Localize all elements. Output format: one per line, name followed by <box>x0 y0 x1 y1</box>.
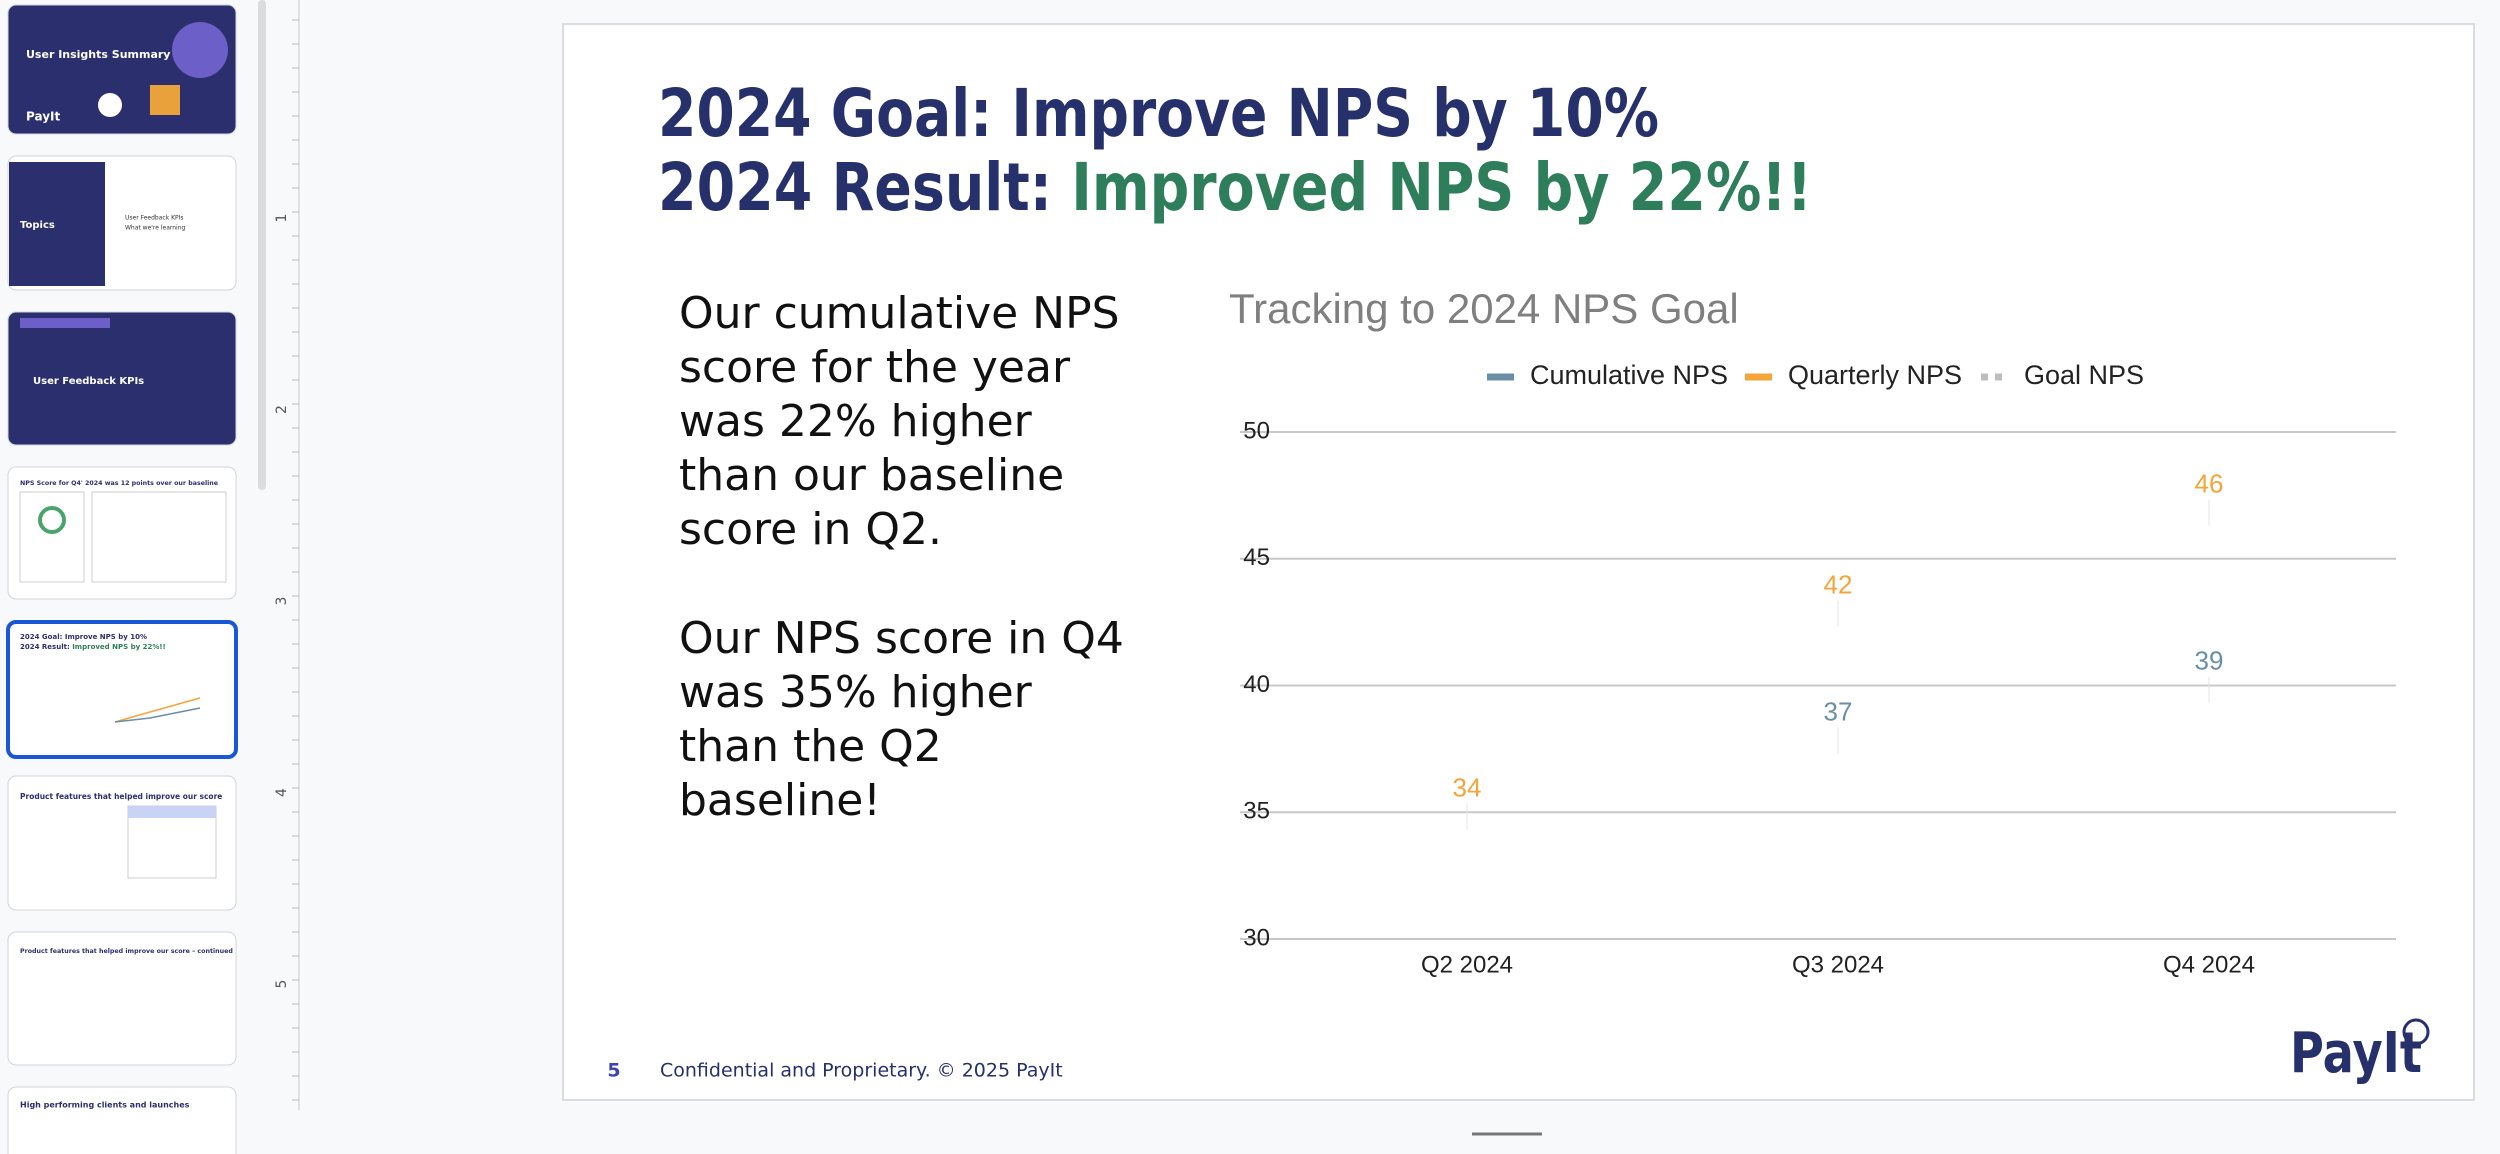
decor <box>172 22 228 78</box>
thumb-title: High performing clients and launches <box>20 1101 190 1110</box>
thumb-logo: PayIt <box>26 110 60 124</box>
y-tick-label: 35 <box>1243 798 1270 825</box>
thumbnail[interactable]: Product features that helped improve our… <box>7 775 237 911</box>
slide-title-line2: 2024 Result: Improved NPS by 22%!! <box>658 149 1812 226</box>
x-tick-label: Q4 2024 <box>2163 951 2255 978</box>
page-number: 5 <box>607 1060 620 1082</box>
data-label: 46 <box>2195 468 2224 498</box>
data-label: 42 <box>1824 570 1853 600</box>
decor <box>150 85 180 115</box>
thumbnail[interactable]: High performing clients and launches <box>7 1086 237 1154</box>
data-label: 37 <box>1824 696 1853 726</box>
body-line: score in Q2. <box>679 504 942 555</box>
thumb-title: Topics <box>20 220 55 231</box>
body-line: was 22% higher <box>679 396 1033 447</box>
decor <box>91 491 227 583</box>
thumb-bullet: What we're learning <box>125 225 186 232</box>
thumbnail[interactable]: Product features that helped improve our… <box>7 931 237 1066</box>
ruler-label: 4 <box>274 788 290 797</box>
thumbnail[interactable]: 2024 Goal: Improve NPS by 10% 2024 Resul… <box>6 620 238 759</box>
logo-icon <box>2402 1018 2430 1046</box>
legend-label: Goal NPS <box>2024 360 2144 390</box>
decor <box>128 806 216 818</box>
y-tick-label: 40 <box>1243 671 1270 698</box>
thumb-title: User Feedback KPIs <box>33 376 144 387</box>
thumb-title: Product features that helped improve our… <box>20 792 222 801</box>
ruler-label: 2 <box>274 405 290 414</box>
thumb-bg-selected <box>6 620 238 759</box>
body-line: was 35% higher <box>679 667 1033 718</box>
slide-title-line1: 2024 Goal: Improve NPS by 10% <box>658 75 1659 152</box>
decor <box>38 506 66 534</box>
y-tick-label: 50 <box>1243 417 1270 444</box>
data-label: 34 <box>1453 772 1482 802</box>
thumb-bg <box>7 466 237 600</box>
title-highlight: Improved NPS by 22%!! <box>1071 149 1812 226</box>
legend-label: Quarterly NPS <box>1788 360 1962 390</box>
thumb-bg <box>7 931 237 1066</box>
decor <box>98 93 122 117</box>
slide <box>562 23 2475 1101</box>
filmstrip: User Insights Summary PayIt Topics User … <box>6 4 238 1154</box>
thumb-title: User Insights Summary <box>26 48 170 61</box>
ruler-label: 1 <box>274 214 290 223</box>
scrollbar[interactable] <box>258 0 266 490</box>
thumbnail[interactable]: User Feedback KPIs <box>7 311 237 446</box>
thumb-bg <box>7 1086 237 1154</box>
body-line: Our NPS score in Q4 <box>679 613 1124 664</box>
y-tick-label: 30 <box>1243 924 1270 951</box>
thumbnail[interactable]: User Insights Summary PayIt <box>7 4 237 135</box>
thumb-bg <box>7 311 237 446</box>
thumbnail[interactable]: Topics User Feedback KPIs What we're lea… <box>7 155 237 291</box>
thumb-bullet: User Feedback KPIs <box>125 215 184 222</box>
thumb-title-part: Improved NPS by 22%!! <box>72 643 166 651</box>
ruler-label: 3 <box>274 597 290 606</box>
logo: PayIt <box>2290 1021 2422 1086</box>
body-line: than our baseline <box>679 450 1064 501</box>
chart-title: Tracking to 2024 NPS Goal <box>1229 285 1739 332</box>
thumb-title: 2024 Goal: Improve NPS by 10% <box>20 633 147 641</box>
body-line: than the Q2 <box>679 721 942 772</box>
body-line: baseline! <box>679 775 881 826</box>
title-prefix: 2024 Result: <box>658 149 1052 226</box>
decor <box>114 707 201 723</box>
decor <box>20 318 110 328</box>
footer-text: Confidential and Proprietary. © 2025 Pay… <box>660 1060 1063 1082</box>
y-tick-label: 45 <box>1243 544 1270 571</box>
thumb-title: Product features that helped improve our… <box>20 948 233 955</box>
x-tick-label: Q3 2024 <box>1792 951 1884 978</box>
thumb-title-part: 2024 Result: <box>20 643 70 651</box>
body-line: score for the year <box>679 342 1071 393</box>
decor <box>114 697 201 723</box>
ruler-labels: 1 2 3 4 5 <box>274 19 299 1101</box>
chart: 30 35 40 45 50 Q2 2024 Q3 2024 Q4 2024 37 39 Cumul… <box>1240 360 2396 978</box>
x-tick-label: Q2 2024 <box>1421 951 1513 978</box>
ruler-label: 5 <box>274 980 290 989</box>
legend-label: Cumulative NPS <box>1530 360 1728 390</box>
body-line: Our cumulative NPS <box>679 288 1120 339</box>
thumb-title: 2024 Result: Improved NPS by 22%!! <box>20 643 166 651</box>
decor <box>9 162 105 286</box>
data-label: 39 <box>2195 646 2224 676</box>
vertical-ruler <box>274 0 300 1154</box>
decor <box>19 491 85 583</box>
thumbnail[interactable]: NPS Score for Q4' 2024 was 12 points ove… <box>7 466 237 600</box>
thumb-title: NPS Score for Q4' 2024 was 12 points ove… <box>20 480 218 487</box>
